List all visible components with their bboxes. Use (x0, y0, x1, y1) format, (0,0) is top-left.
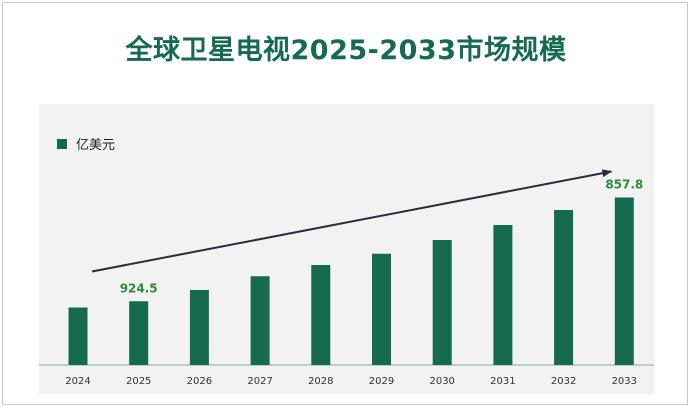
x-tick-label-2031: 2031 (490, 376, 515, 387)
x-tick-label-2033: 2033 (612, 376, 637, 387)
bar-2028 (311, 265, 331, 365)
trend-arrow (91, 169, 613, 273)
x-tick-label-2032: 2032 (551, 376, 576, 387)
legend-swatch (57, 138, 67, 149)
bar-2026 (189, 290, 209, 365)
x-tick-label-2026: 2026 (187, 376, 212, 387)
bar-2030 (432, 240, 452, 365)
bar-2029 (372, 253, 391, 365)
bar-2024 (68, 307, 88, 365)
x-tick-label-2030: 2030 (429, 376, 454, 387)
chart-title: 全球卫星电视2025-2033市场规模 (125, 35, 567, 66)
bar-2027 (250, 276, 270, 365)
bar-2032 (554, 210, 574, 365)
x-tick-label-2029: 2029 (369, 376, 394, 387)
x-tick-label-2027: 2027 (247, 376, 272, 387)
legend-label: 亿美元 (76, 138, 116, 153)
data-label-2025: 924.5 (120, 281, 158, 295)
legend: 亿美元 (57, 134, 115, 153)
bar-2031 (493, 225, 513, 365)
x-tick-label-2025: 2025 (126, 376, 151, 387)
bar-2033 (614, 197, 634, 365)
x-tick-label-2024: 2024 (65, 376, 90, 387)
bar-2025 (129, 301, 149, 365)
x-tick-label-2028: 2028 (308, 376, 333, 387)
data-label-2033: 857.8 (605, 178, 643, 192)
